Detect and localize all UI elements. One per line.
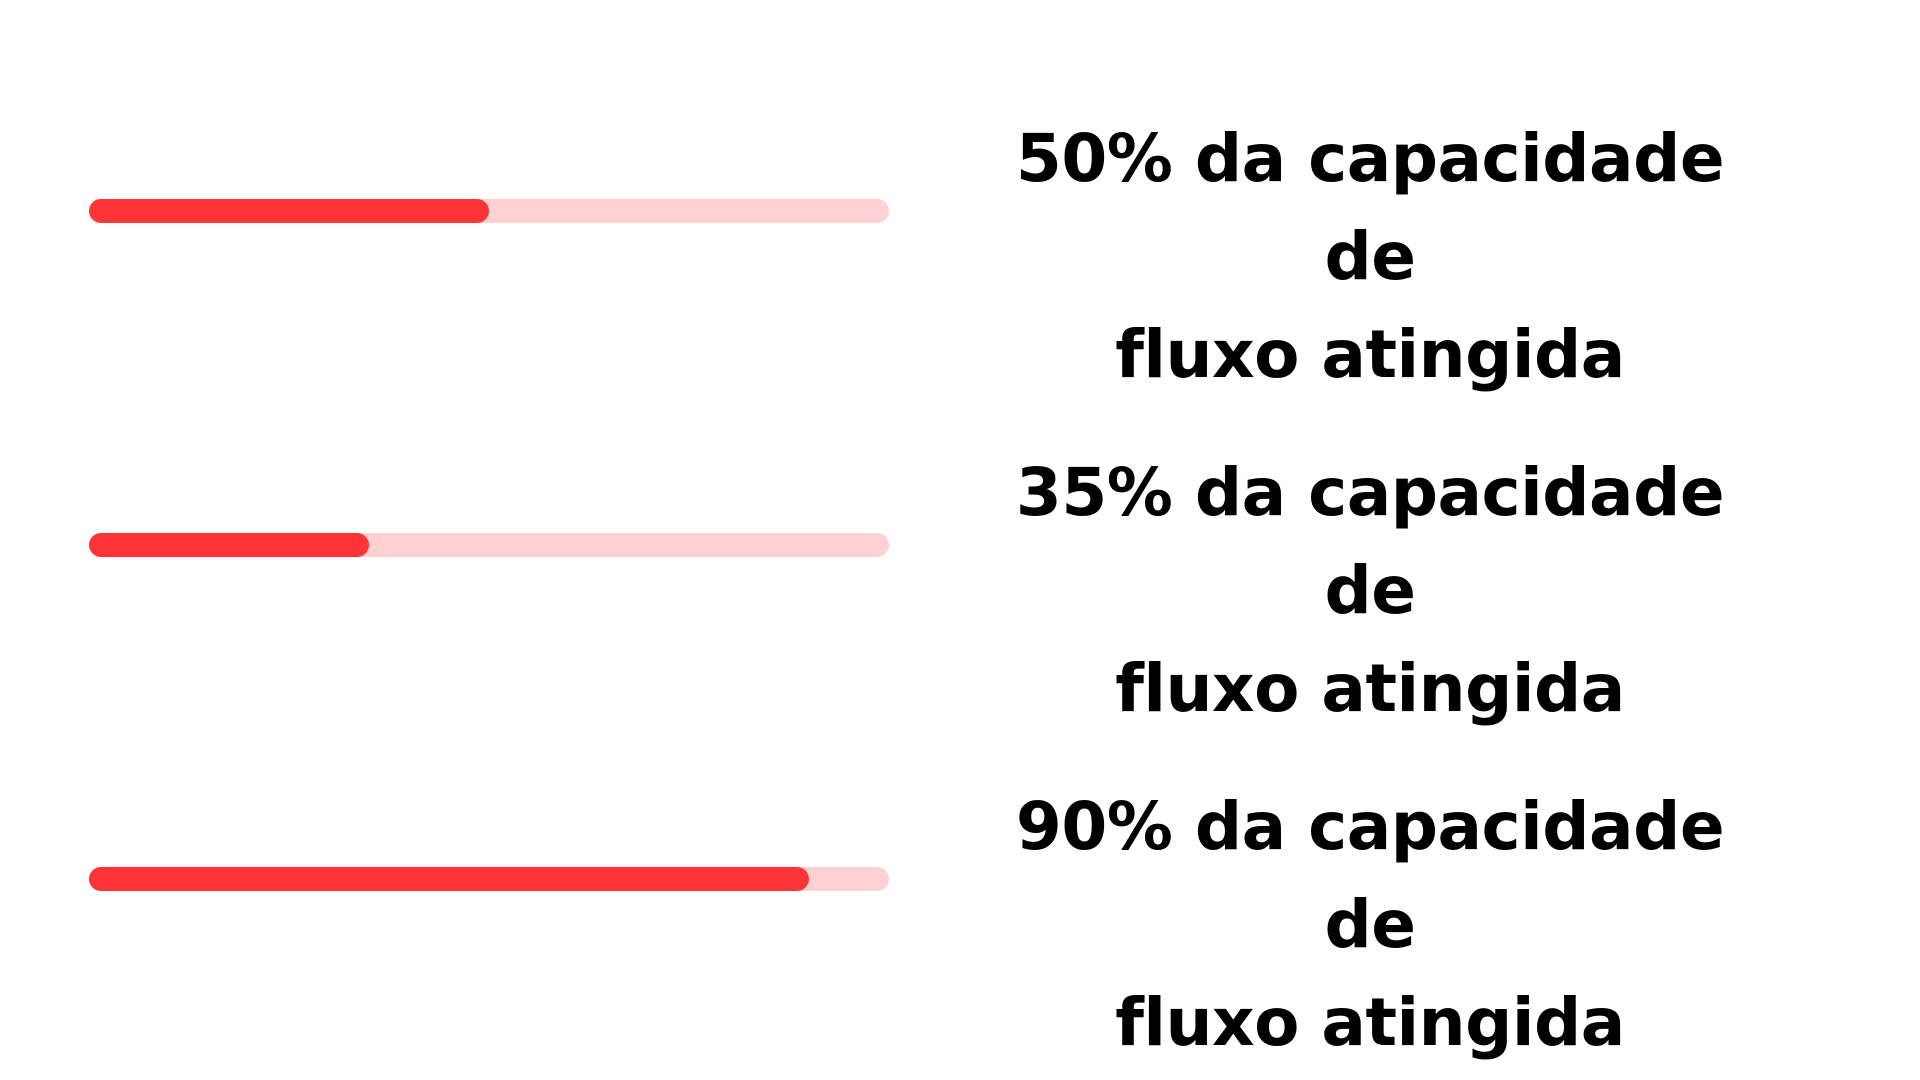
capacity-row: 35% da capacidade de fluxo atingida: [0, 444, 1920, 727]
capacity-label: 90% da capacidade de fluxo atingida: [970, 778, 1770, 1072]
capacity-label-line-1: 90% da capacidade de: [1015, 788, 1725, 963]
capacity-label-line-2: fluxo atingida: [1115, 984, 1625, 1061]
capacity-label-line-2: fluxo atingida: [1115, 650, 1625, 727]
capacity-label-line-1: 35% da capacidade de: [1015, 454, 1725, 629]
capacity-label-line-1: 50% da capacidade de: [1015, 120, 1725, 295]
capacity-label-line-2: fluxo atingida: [1115, 316, 1625, 393]
capacity-label: 50% da capacidade de fluxo atingida: [970, 110, 1770, 404]
progress-fill: [89, 867, 809, 891]
progress-fill: [89, 199, 489, 223]
capacity-label: 35% da capacidade de fluxo atingida: [970, 444, 1770, 738]
progress-fill: [89, 533, 369, 557]
progress-track: [89, 199, 889, 223]
capacity-row: 50% da capacidade de fluxo atingida: [0, 110, 1920, 393]
progress-track: [89, 533, 889, 557]
capacity-row: 90% da capacidade de fluxo atingida: [0, 778, 1920, 1061]
progress-track: [89, 867, 889, 891]
